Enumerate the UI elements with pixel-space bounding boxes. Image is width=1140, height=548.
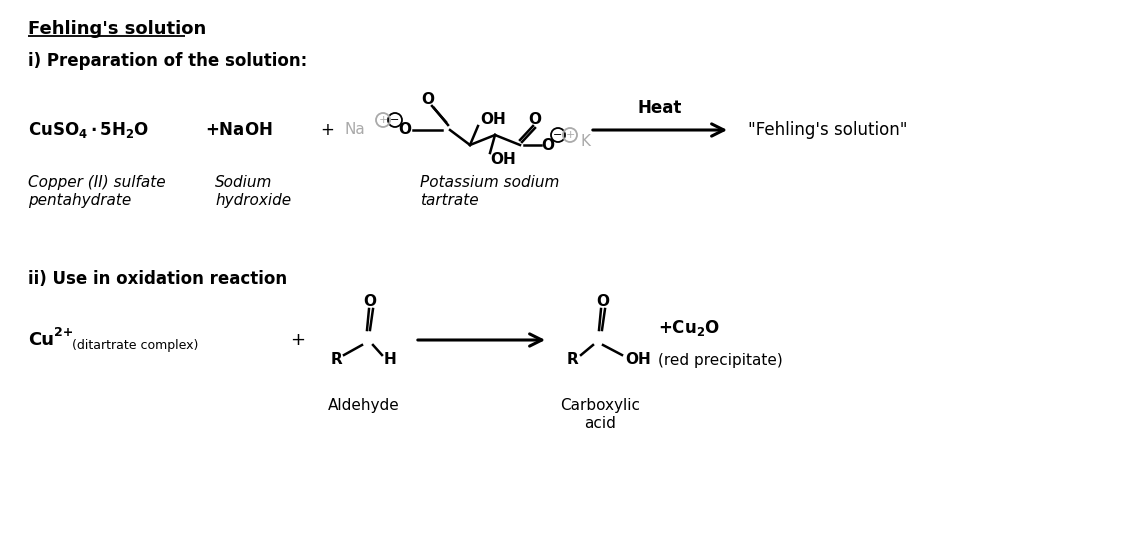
Text: +: + [378, 115, 388, 125]
Text: −: − [553, 130, 563, 140]
Text: Cu: Cu [28, 331, 54, 349]
Text: +: + [320, 121, 334, 139]
Text: Fehling's solution: Fehling's solution [28, 20, 206, 38]
Text: OH: OH [625, 352, 651, 368]
Text: OH: OH [490, 152, 515, 168]
Text: R: R [567, 352, 579, 368]
Text: O: O [542, 138, 554, 152]
Text: tartrate: tartrate [420, 193, 479, 208]
Text: hydroxide: hydroxide [215, 193, 291, 208]
Text: $\mathbf{CuSO_4 \cdot 5H_2O}$: $\mathbf{CuSO_4 \cdot 5H_2O}$ [28, 120, 149, 140]
Text: O: O [596, 294, 610, 310]
Text: Na: Na [345, 123, 366, 138]
Text: +: + [565, 130, 575, 140]
Text: K: K [580, 134, 591, 150]
Text: acid: acid [584, 416, 616, 431]
Text: 2+: 2+ [54, 326, 73, 339]
Text: Sodium: Sodium [215, 175, 272, 190]
Text: R: R [331, 352, 343, 368]
Text: O: O [364, 294, 376, 310]
Text: Copper (II) sulfate: Copper (II) sulfate [28, 175, 165, 190]
Text: O: O [529, 112, 542, 128]
Text: Aldehyde: Aldehyde [327, 398, 399, 413]
Text: $\mathbf{+ Cu_2O}$: $\mathbf{+ Cu_2O}$ [658, 318, 720, 338]
Text: OH: OH [480, 112, 506, 128]
Text: "Fehling's solution": "Fehling's solution" [748, 121, 907, 139]
Text: (red precipitate): (red precipitate) [658, 352, 783, 368]
Text: Carboxylic: Carboxylic [560, 398, 640, 413]
Text: Potassium sodium: Potassium sodium [420, 175, 560, 190]
Text: Heat: Heat [637, 99, 682, 117]
Text: $\mathbf{+ NaOH}$: $\mathbf{+ NaOH}$ [205, 121, 272, 139]
Text: (ditartrate complex): (ditartrate complex) [72, 339, 198, 351]
Text: ii) Use in oxidation reaction: ii) Use in oxidation reaction [28, 270, 287, 288]
Text: H: H [384, 352, 397, 368]
Text: i) Preparation of the solution:: i) Preparation of the solution: [28, 52, 308, 70]
Text: O: O [399, 123, 412, 138]
Text: pentahydrate: pentahydrate [28, 193, 131, 208]
Text: −: − [390, 115, 400, 125]
Text: O: O [422, 93, 434, 107]
Text: +: + [290, 331, 306, 349]
